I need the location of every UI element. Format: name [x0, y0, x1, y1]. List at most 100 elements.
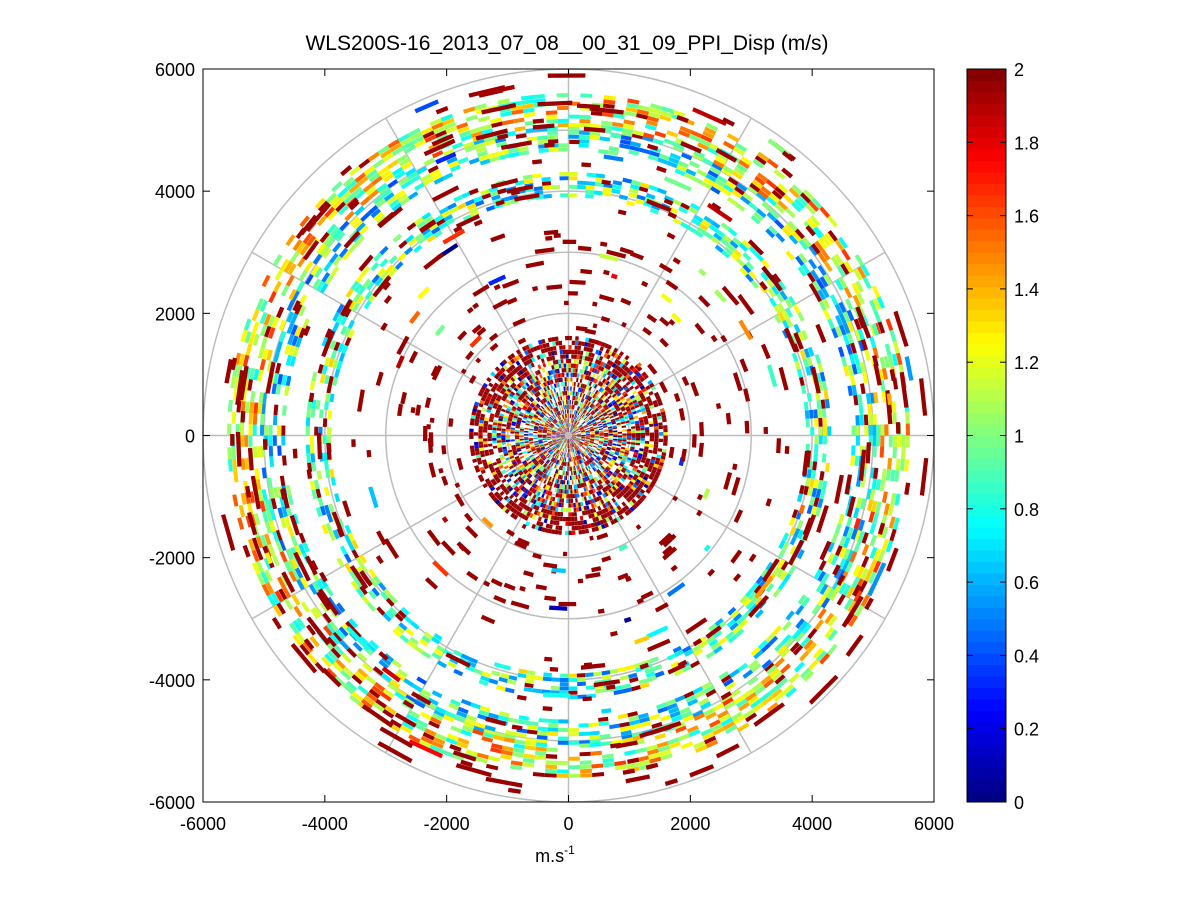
data-cell [521, 467, 527, 472]
data-cell [558, 143, 569, 148]
data-cell [507, 463, 513, 468]
data-cell [568, 673, 577, 678]
data-cell [578, 449, 582, 454]
data-cell [497, 425, 502, 429]
data-cell [565, 475, 568, 481]
data-cell [561, 442, 565, 447]
data-cell [576, 465, 579, 470]
data-cell [560, 433, 566, 435]
data-cell [539, 423, 544, 427]
data-cell [529, 441, 534, 444]
data-cell [593, 414, 598, 419]
data-cell [530, 373, 535, 379]
data-cell [556, 444, 560, 448]
data-cell [239, 423, 245, 436]
data-cell [570, 438, 574, 442]
data-cell [513, 387, 519, 392]
data-cell [519, 441, 525, 445]
data-cell [571, 423, 574, 428]
data-cell [581, 452, 585, 457]
data-cell [521, 420, 526, 424]
data-cell [593, 482, 598, 488]
data-cell [586, 412, 590, 417]
data-cell [579, 743, 591, 748]
data-cell [566, 423, 568, 428]
data-cell [533, 406, 538, 411]
data-cell [564, 377, 567, 382]
data-cell [586, 385, 591, 391]
data-cell [523, 476, 528, 481]
data-cell [543, 468, 548, 474]
data-cell [585, 185, 595, 191]
data-cell [598, 490, 603, 496]
data-cell [563, 457, 565, 462]
data-cell [581, 496, 585, 502]
data-cell [558, 396, 562, 401]
data-cell [550, 379, 554, 385]
data-cell [594, 432, 600, 434]
data-cell [546, 485, 551, 491]
data-cell [538, 407, 543, 412]
data-cell [593, 426, 599, 430]
data-cell [556, 93, 569, 98]
data-cell [827, 426, 832, 436]
data-cell [548, 500, 553, 506]
data-cell [551, 403, 555, 408]
data-cell [589, 451, 594, 455]
data-cell [601, 389, 606, 395]
data-cell [580, 373, 584, 379]
data-cell [561, 465, 564, 471]
data-cell [567, 439, 568, 444]
data-cell [574, 396, 577, 401]
data-cell [545, 453, 550, 457]
data-cell [571, 391, 574, 396]
data-cell [625, 397, 631, 402]
data-cell [572, 442, 576, 447]
data-cell [571, 436, 577, 439]
data-cell [564, 418, 566, 424]
data-cell [855, 435, 860, 446]
data-cell [564, 489, 567, 494]
data-cell [272, 414, 278, 426]
data-cell [594, 395, 599, 401]
data-cell [554, 463, 557, 469]
data-cell [513, 485, 519, 491]
data-cell [526, 457, 531, 462]
data-cell [565, 443, 567, 448]
data-cell [568, 114, 580, 119]
data-cell [570, 377, 573, 382]
data-cell [539, 497, 544, 503]
data-cell [581, 435, 586, 437]
data-cell [905, 435, 910, 448]
data-cell [542, 434, 547, 436]
data-cell [614, 469, 620, 475]
data-cell [469, 432, 474, 436]
data-cell [537, 408, 543, 413]
data-cell [576, 421, 580, 426]
data-cell [529, 390, 534, 396]
data-cell [570, 368, 574, 373]
data-cell [579, 760, 592, 765]
data-cell [592, 422, 598, 426]
data-cell [525, 464, 530, 469]
data-cell [579, 426, 584, 430]
data-cell [608, 463, 613, 468]
data-cell [516, 476, 522, 481]
data-cell [640, 430, 645, 433]
data-cell [553, 448, 557, 452]
data-cell [568, 452, 570, 458]
data-cell [501, 439, 506, 443]
data-cell [549, 443, 554, 447]
data-cell [566, 443, 568, 448]
data-cell [588, 391, 592, 396]
data-cell [620, 469, 626, 474]
data-cell [565, 471, 568, 476]
data-cell [622, 411, 628, 416]
data-cell [814, 418, 819, 427]
data-cell [558, 427, 563, 431]
data-cell [585, 430, 590, 432]
data-cell [575, 368, 578, 373]
data-cell [542, 468, 547, 473]
data-cell [501, 430, 506, 434]
data-cell [534, 413, 539, 417]
